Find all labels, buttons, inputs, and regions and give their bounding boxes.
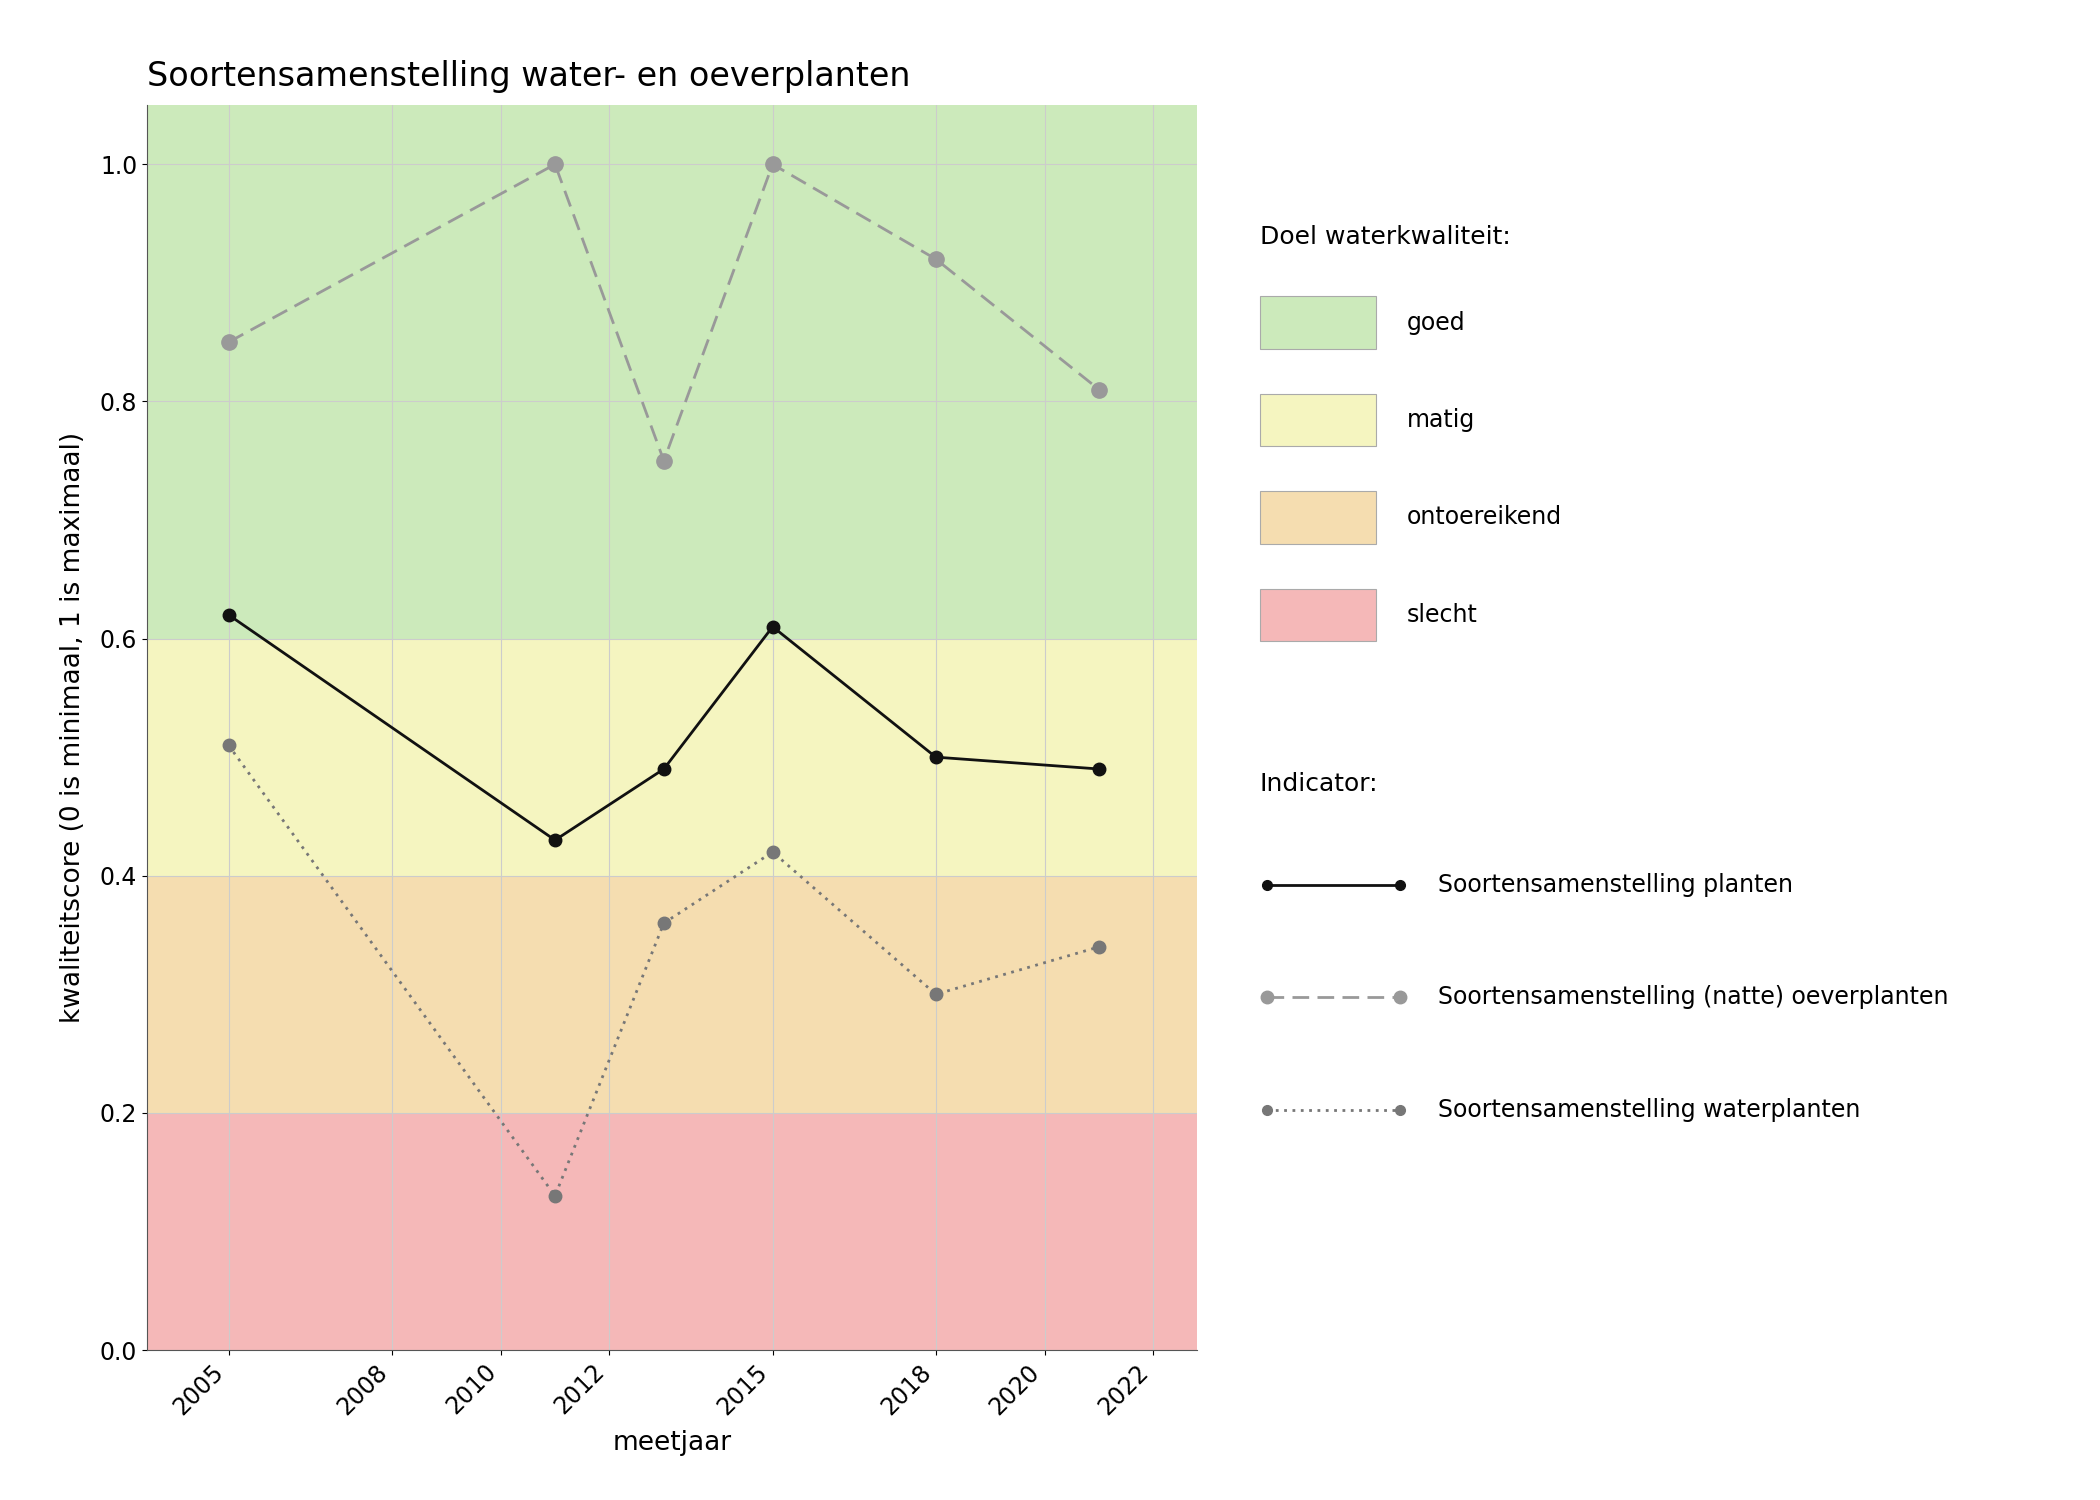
Text: Soortensamenstelling planten: Soortensamenstelling planten <box>1438 873 1793 897</box>
Text: ontoereikend: ontoereikend <box>1407 506 1562 530</box>
Text: matig: matig <box>1407 408 1474 432</box>
Bar <box>147 639 1197 876</box>
Bar <box>147 1113 1197 1350</box>
Text: Doel waterkwaliteit:: Doel waterkwaliteit: <box>1260 225 1510 249</box>
Text: Soortensamenstelling water- en oeverplanten: Soortensamenstelling water- en oeverplan… <box>147 60 911 93</box>
Text: Soortensamenstelling (natte) oeverplanten: Soortensamenstelling (natte) oeverplante… <box>1438 986 1949 1010</box>
Text: Indicator:: Indicator: <box>1260 772 1378 796</box>
Bar <box>147 105 1197 639</box>
Y-axis label: kwaliteitscore (0 is minimaal, 1 is maximaal): kwaliteitscore (0 is minimaal, 1 is maxi… <box>61 432 86 1023</box>
Text: Soortensamenstelling waterplanten: Soortensamenstelling waterplanten <box>1438 1098 1861 1122</box>
Text: goed: goed <box>1407 310 1466 334</box>
X-axis label: meetjaar: meetjaar <box>613 1431 731 1456</box>
Text: slecht: slecht <box>1407 603 1478 627</box>
Bar <box>147 876 1197 1113</box>
